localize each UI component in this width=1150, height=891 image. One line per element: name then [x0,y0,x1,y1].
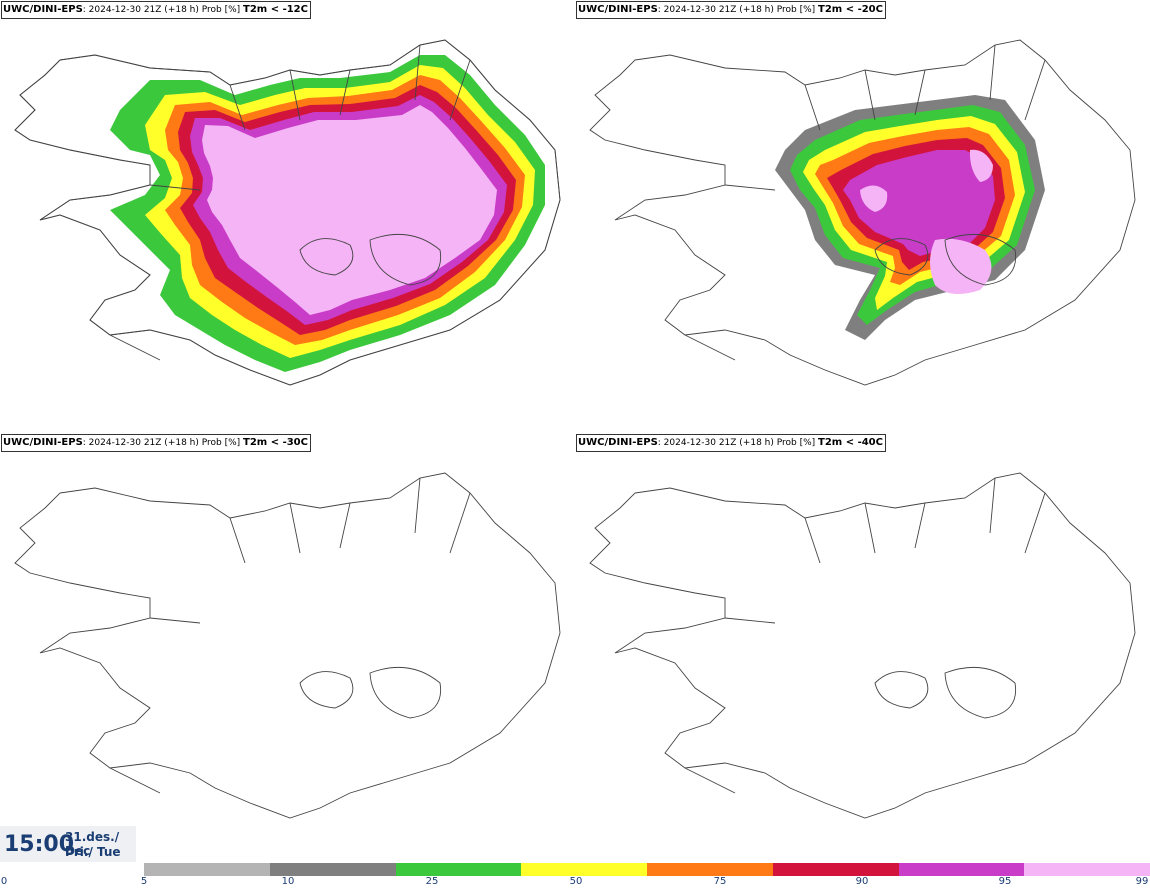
probability-map-30c [14,472,561,819]
threshold-label: T2m < -12C [243,4,308,15]
run-info: : 2024-12-30 21Z (+18 h) Prob [%] [657,5,819,15]
valid-time-box: 15:00 31.des./ Dec Þri./ Tue [0,826,136,862]
legend-swatch-1 [269,863,396,876]
valid-weekday: Þri./ Tue [65,845,121,859]
legend-swatch-3 [521,863,647,876]
legend-swatch-4 [647,863,773,876]
map-panel-20c: UWC/DINI-EPS: 2024-12-30 21Z (+18 h) Pro… [575,0,1150,432]
run-info: : 2024-12-30 21Z (+18 h) Prob [%] [657,438,819,448]
legend-tick-label: 0 [0,876,8,887]
legend-swatch-2 [395,863,522,876]
color-legend-ticks: 0 5 10 25 50 75 90 95 99 [0,876,1150,890]
map-panel-30c: UWC/DINI-EPS: 2024-12-30 21Z (+18 h) Pro… [0,433,575,865]
legend-tick-label: 95 [998,876,1012,887]
model-name: UWC/DINI-EPS [3,437,83,448]
legend-swatch-5 [772,863,899,876]
panel-title: UWC/DINI-EPS: 2024-12-30 21Z (+18 h) Pro… [576,1,886,19]
model-name: UWC/DINI-EPS [3,4,83,15]
panel-title: UWC/DINI-EPS: 2024-12-30 21Z (+18 h) Pro… [1,1,311,19]
map-panel-40c: UWC/DINI-EPS: 2024-12-30 21Z (+18 h) Pro… [575,433,1150,865]
run-info: : 2024-12-30 21Z (+18 h) Prob [%] [82,5,244,15]
probability-map-20c [589,39,1136,386]
panel-title: UWC/DINI-EPS: 2024-12-30 21Z (+18 h) Pro… [1,434,311,452]
legend-swatch-6 [898,863,1025,876]
valid-time: 15:00 [4,832,75,857]
model-name: UWC/DINI-EPS [578,437,658,448]
probability-map-40c [589,472,1136,819]
threshold-label: T2m < -20C [818,4,883,15]
panel-title: UWC/DINI-EPS: 2024-12-30 21Z (+18 h) Pro… [576,434,886,452]
map-panel-12c: UWC/DINI-EPS: 2024-12-30 21Z (+18 h) Pro… [0,0,575,432]
legend-tick-label: 25 [425,876,439,887]
threshold-label: T2m < -40C [818,437,883,448]
legend-swatch-7 [1024,863,1150,876]
legend-tick-label: 99 [1135,876,1149,887]
legend-tick-label: 50 [569,876,583,887]
legend-tick-label: 75 [713,876,727,887]
valid-date: 31.des./ Dec [65,830,120,858]
legend-tick-label: 10 [281,876,295,887]
probability-map-12c [14,39,561,386]
threshold-label: T2m < -30C [243,437,308,448]
run-info: : 2024-12-30 21Z (+18 h) Prob [%] [82,438,244,448]
model-name: UWC/DINI-EPS [578,4,658,15]
legend-swatch-0 [144,863,270,876]
legend-tick-label: 5 [140,876,148,887]
legend-tick-label: 90 [855,876,869,887]
color-legend-bar [144,863,1150,876]
